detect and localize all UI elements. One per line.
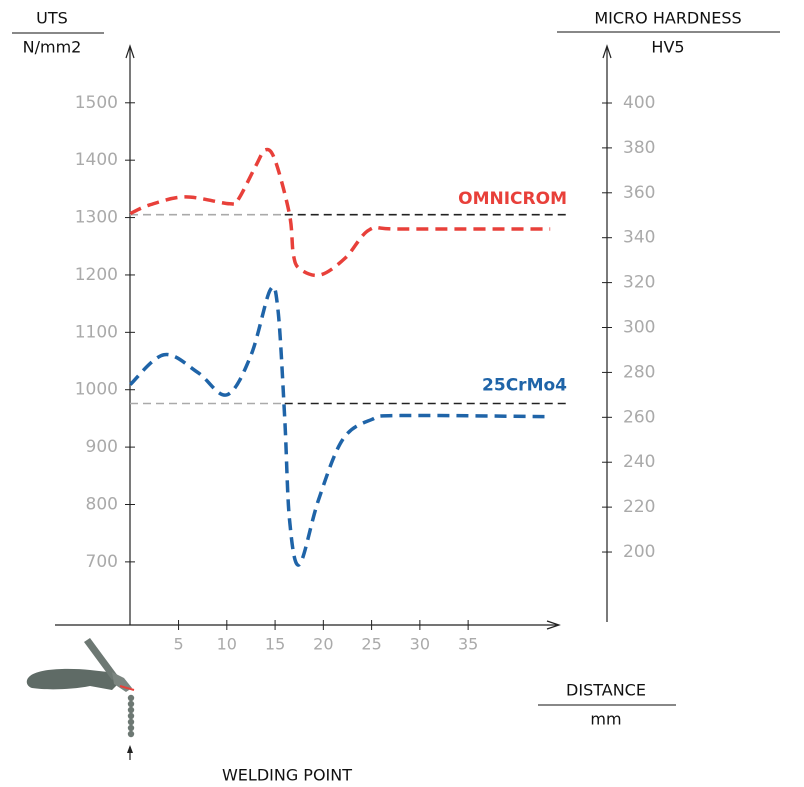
y-tick-label: 900 bbox=[86, 437, 118, 457]
y2-tick-label: 400 bbox=[623, 93, 655, 113]
arrow-head bbox=[127, 745, 133, 753]
y2-tick-label: 380 bbox=[623, 138, 655, 158]
x-tick-label: 5 bbox=[173, 635, 183, 654]
y-axis-unit: N/mm2 bbox=[23, 38, 82, 57]
x-tick-label: 15 bbox=[265, 635, 285, 654]
y2-tick-label: 360 bbox=[623, 183, 655, 203]
data-line bbox=[129, 147, 551, 278]
y2-tick-label: 200 bbox=[623, 542, 655, 562]
annotation: WELDING POINT bbox=[222, 766, 352, 785]
y-tick-label: 1100 bbox=[75, 322, 118, 342]
x-tick-label: 10 bbox=[217, 635, 237, 654]
y2-axis-unit: HV5 bbox=[651, 38, 684, 57]
y2-tick-label: 280 bbox=[623, 362, 655, 382]
x-axis-title: DISTANCE bbox=[566, 681, 646, 700]
y-tick-label: 700 bbox=[86, 552, 118, 572]
y2-tick-label: 240 bbox=[623, 452, 655, 472]
y-tick-label: 800 bbox=[86, 494, 118, 514]
axis-arrow bbox=[546, 620, 561, 630]
y-axis-title: UTS bbox=[36, 9, 68, 28]
y-tick-label: 1200 bbox=[75, 265, 118, 285]
series-label: OMNICROM bbox=[458, 189, 567, 209]
y2-tick-label: 320 bbox=[623, 273, 655, 293]
y2-tick-label: 300 bbox=[623, 318, 655, 338]
data-line bbox=[129, 285, 551, 567]
x-tick-label: 35 bbox=[458, 635, 478, 654]
y-tick-label: 1400 bbox=[75, 150, 118, 170]
x-tick-label: 30 bbox=[410, 635, 430, 654]
axis-arrow bbox=[602, 44, 612, 59]
x-axis-unit: mm bbox=[590, 710, 621, 729]
axis-arrow bbox=[125, 44, 135, 59]
x-tick-label: 20 bbox=[313, 635, 333, 654]
y2-tick-label: 260 bbox=[623, 407, 655, 427]
y-tick-label: 1500 bbox=[75, 93, 118, 113]
y-tick-label: 1300 bbox=[75, 208, 118, 228]
series-label: 25CrMo4 bbox=[482, 376, 567, 396]
y2-tick-label: 220 bbox=[623, 497, 655, 517]
y2-axis-title: MICRO HARDNESS bbox=[594, 9, 741, 28]
y2-tick-label: 340 bbox=[623, 228, 655, 248]
x-tick-label: 25 bbox=[361, 635, 381, 654]
welding-torch bbox=[26, 638, 135, 738]
y-tick-label: 1000 bbox=[75, 380, 118, 400]
